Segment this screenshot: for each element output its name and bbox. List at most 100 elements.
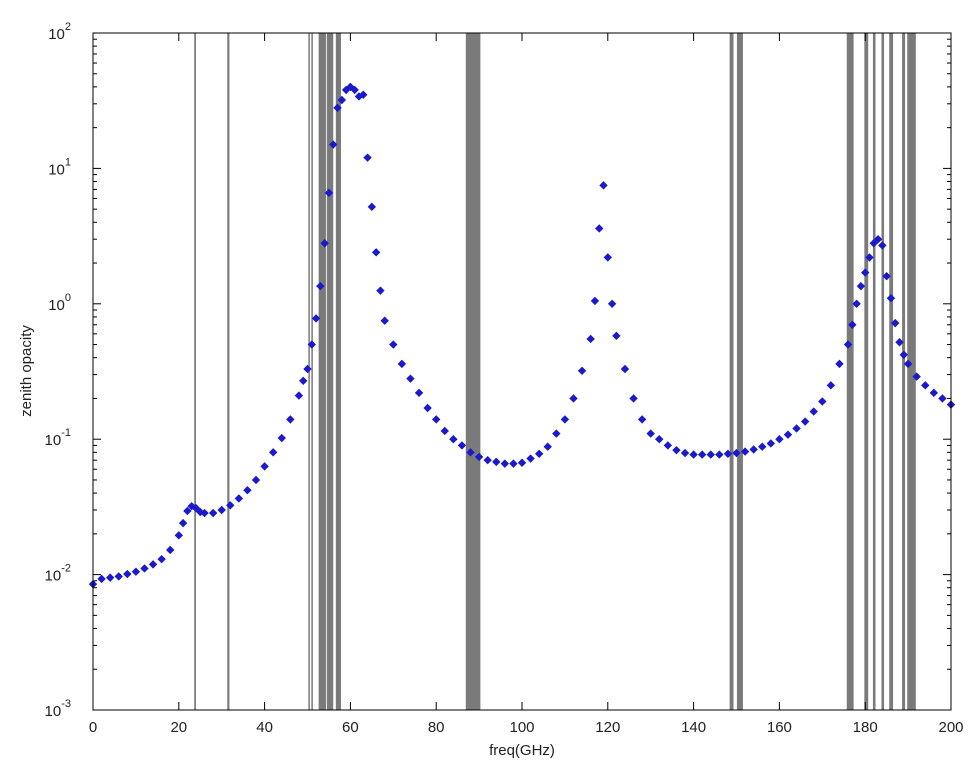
data-point	[680, 448, 690, 458]
data-point	[389, 340, 398, 349]
data-point	[166, 545, 175, 555]
data-point	[350, 85, 359, 95]
data-point	[371, 248, 381, 257]
data-point	[766, 439, 776, 448]
data-point	[663, 441, 673, 450]
data-point	[251, 475, 261, 485]
data-point	[706, 450, 715, 459]
data-point	[758, 442, 767, 451]
data-point	[406, 374, 415, 383]
frequency-band	[194, 33, 196, 710]
y-tick-label: 100	[48, 292, 71, 314]
y-axis: 10-3 10-2 10-1 100 101 102	[45, 21, 951, 720]
x-tick-label: 40	[256, 719, 273, 736]
data-point	[526, 454, 535, 463]
y-tick-label: 102	[48, 21, 71, 43]
x-tick-label: 20	[170, 719, 187, 736]
data-point	[303, 364, 312, 374]
data-point	[569, 394, 578, 403]
frequency-band	[902, 33, 906, 710]
data-point	[929, 388, 939, 398]
data-point	[586, 334, 595, 344]
data-point	[792, 424, 801, 433]
data-point	[466, 448, 475, 457]
data-point	[732, 448, 741, 458]
data-point	[423, 403, 432, 413]
data-point	[740, 447, 750, 456]
data-point	[114, 572, 123, 581]
y-axis-label: zenith opacity	[18, 325, 35, 417]
frequency-band	[729, 33, 734, 710]
data-point	[432, 415, 441, 424]
data-point	[629, 394, 638, 403]
data-point	[848, 320, 857, 329]
data-point	[655, 435, 664, 444]
data-point	[899, 350, 909, 360]
data-point	[380, 316, 389, 325]
data-point	[895, 338, 904, 347]
frequency-band	[907, 33, 916, 710]
frequency-band	[227, 33, 230, 710]
data-point	[243, 486, 252, 495]
data-point	[590, 296, 600, 306]
data-point	[320, 239, 329, 248]
frequency-band	[864, 33, 869, 710]
frequency-band	[736, 33, 743, 710]
frequency-band	[335, 33, 341, 710]
y-tick-label: 10-1	[45, 427, 71, 449]
data-point	[196, 507, 205, 517]
x-tick-label: 0	[89, 719, 97, 736]
data-point	[324, 188, 334, 198]
data-point	[359, 90, 368, 99]
data-point	[260, 462, 269, 471]
data-point	[376, 286, 385, 295]
data-point	[672, 445, 681, 455]
data-point	[543, 442, 552, 451]
data-point	[697, 450, 707, 459]
data-point	[517, 458, 527, 467]
data-point	[861, 268, 870, 277]
data-point	[333, 103, 342, 113]
data-point	[715, 450, 724, 459]
data-point	[612, 331, 621, 341]
data-point	[775, 435, 784, 444]
data-point	[800, 417, 810, 426]
data-point	[397, 359, 407, 369]
data-point	[294, 391, 304, 400]
data-point	[123, 569, 132, 579]
frequency-band	[311, 33, 313, 710]
x-axis-label: freq(GHz)	[489, 742, 555, 759]
data-point	[835, 359, 844, 369]
data-point	[178, 518, 188, 528]
data-point	[637, 415, 647, 424]
data-point	[560, 415, 570, 424]
data-point	[97, 574, 106, 584]
data-point	[886, 293, 896, 303]
data-point	[414, 388, 424, 398]
frequency-band	[465, 33, 481, 710]
x-tick-label: 80	[428, 719, 445, 736]
data-point	[208, 508, 218, 518]
data-point	[200, 508, 209, 518]
data-point	[809, 407, 818, 416]
data-point	[140, 564, 149, 573]
data-point	[157, 554, 166, 564]
data-point	[723, 449, 733, 459]
data-point	[749, 445, 758, 454]
data-point	[363, 153, 372, 162]
data-point	[105, 573, 115, 582]
data-point	[856, 281, 866, 291]
data-point	[818, 397, 827, 406]
data-point	[299, 376, 308, 385]
data-point	[307, 340, 316, 349]
data-point	[865, 253, 874, 262]
data-point	[873, 234, 883, 244]
data-point	[226, 501, 235, 510]
data-point	[620, 364, 630, 374]
data-point	[311, 314, 321, 323]
data-point	[912, 372, 921, 381]
data-point	[509, 459, 518, 468]
data-point	[457, 441, 467, 450]
data-point	[689, 450, 698, 459]
frequency-band	[846, 33, 854, 710]
